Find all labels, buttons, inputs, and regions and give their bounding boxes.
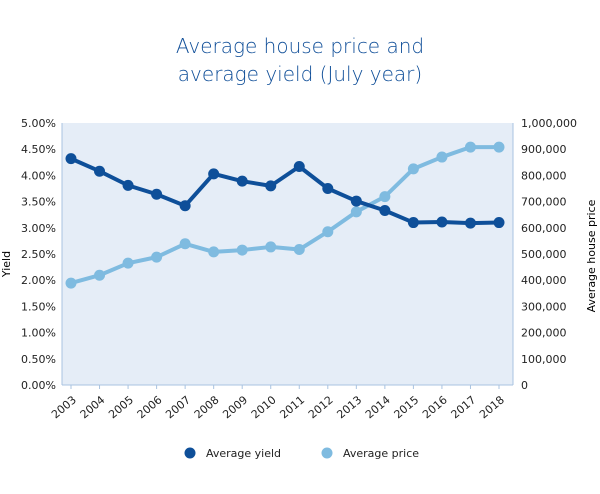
right-tick-label: 500,000 [521,248,567,261]
right-tick-label: 900,000 [521,143,567,156]
x-tick-label: 2004 [78,393,108,421]
x-tick-label: 2012 [306,393,336,421]
left-tick-label: 0.00% [21,379,56,392]
plot-area [62,123,513,385]
data-point-price [94,269,106,281]
right-tick-label: 700,000 [521,196,567,209]
right-tick-label: 0 [521,379,528,392]
data-point-yield [236,175,248,187]
right-tick-label: 100,000 [521,353,567,366]
right-tick-label: 300,000 [521,300,567,313]
data-point-yield [208,168,220,180]
left-tick-label: 1.00% [21,327,56,340]
data-point-price [379,191,391,203]
right-tick-label: 200,000 [521,327,567,340]
data-point-yield [322,183,334,194]
data-point-price [151,251,163,263]
data-point-yield [436,216,448,228]
x-tick-label: 2013 [334,393,364,421]
data-point-price [179,238,191,250]
data-point-yield [293,160,305,172]
left-tick-label: 1.50% [21,300,56,313]
data-point-price [493,141,505,153]
chart-title-line-2: average yield (July year) [177,62,423,86]
left-tick-label: 0.50% [21,353,56,366]
data-point-yield [122,179,134,191]
data-point-price [293,244,305,256]
data-point-price [122,257,134,269]
series-line-price [70,145,499,286]
x-tick-label: 2006 [135,393,165,421]
data-point-yield [464,217,476,229]
legend-label-yield: Average yield [206,447,281,460]
data-point-yield [265,180,277,192]
data-point-price [464,141,476,153]
left-tick-label: 2.50% [21,248,56,261]
legend-marker-price [321,447,333,459]
left-axis-title: Yield [0,251,13,278]
x-tick-label: 2016 [420,393,450,421]
data-point-yield [151,188,163,200]
x-tick-label: 2005 [106,393,136,421]
data-point-yield [379,205,391,217]
right-tick-label: 800,000 [521,169,567,182]
data-point-yield [179,200,191,212]
x-tick-label: 2010 [249,393,279,421]
data-point-price [265,241,277,253]
left-tick-label: 3.50% [21,196,56,209]
data-point-price [65,277,77,289]
data-point-price [407,163,419,175]
left-tick-label: 3.00% [21,222,56,235]
data-point-price [322,226,334,238]
left-tick-label: 4.00% [21,169,56,182]
x-tick-label: 2014 [363,393,393,421]
x-tick-label: 2009 [220,393,250,421]
legend-marker-yield [184,447,196,459]
x-tick-label: 2011 [277,393,307,421]
left-tick-label: 4.50% [21,143,56,156]
data-point-price [436,151,448,163]
data-point-yield [94,165,106,177]
x-tick-label: 2007 [163,393,193,421]
data-point-yield [407,217,419,229]
legend-label-price: Average price [343,447,419,460]
x-tick-label: 2015 [392,393,422,421]
x-tick-label: 2018 [477,393,507,421]
left-tick-label: 2.00% [21,274,56,287]
right-axis-title: Average house price [585,199,598,312]
chart-title-line-1: Average house price and [175,34,425,58]
right-tick-label: 400,000 [521,274,567,287]
x-tick-label: 2017 [449,393,479,421]
right-tick-label: 1,000,000 [521,117,577,130]
x-tick-label: 2003 [49,393,79,421]
data-point-yield [493,217,505,229]
data-point-price [208,246,220,258]
series-line-yield [70,156,500,226]
right-tick-label: 600,000 [521,222,567,235]
left-tick-label: 5.00% [21,117,56,130]
data-point-yield [65,153,77,165]
data-point-price [236,244,248,256]
data-point-yield [350,195,362,207]
data-point-price [350,206,362,218]
x-tick-label: 2008 [192,393,222,421]
